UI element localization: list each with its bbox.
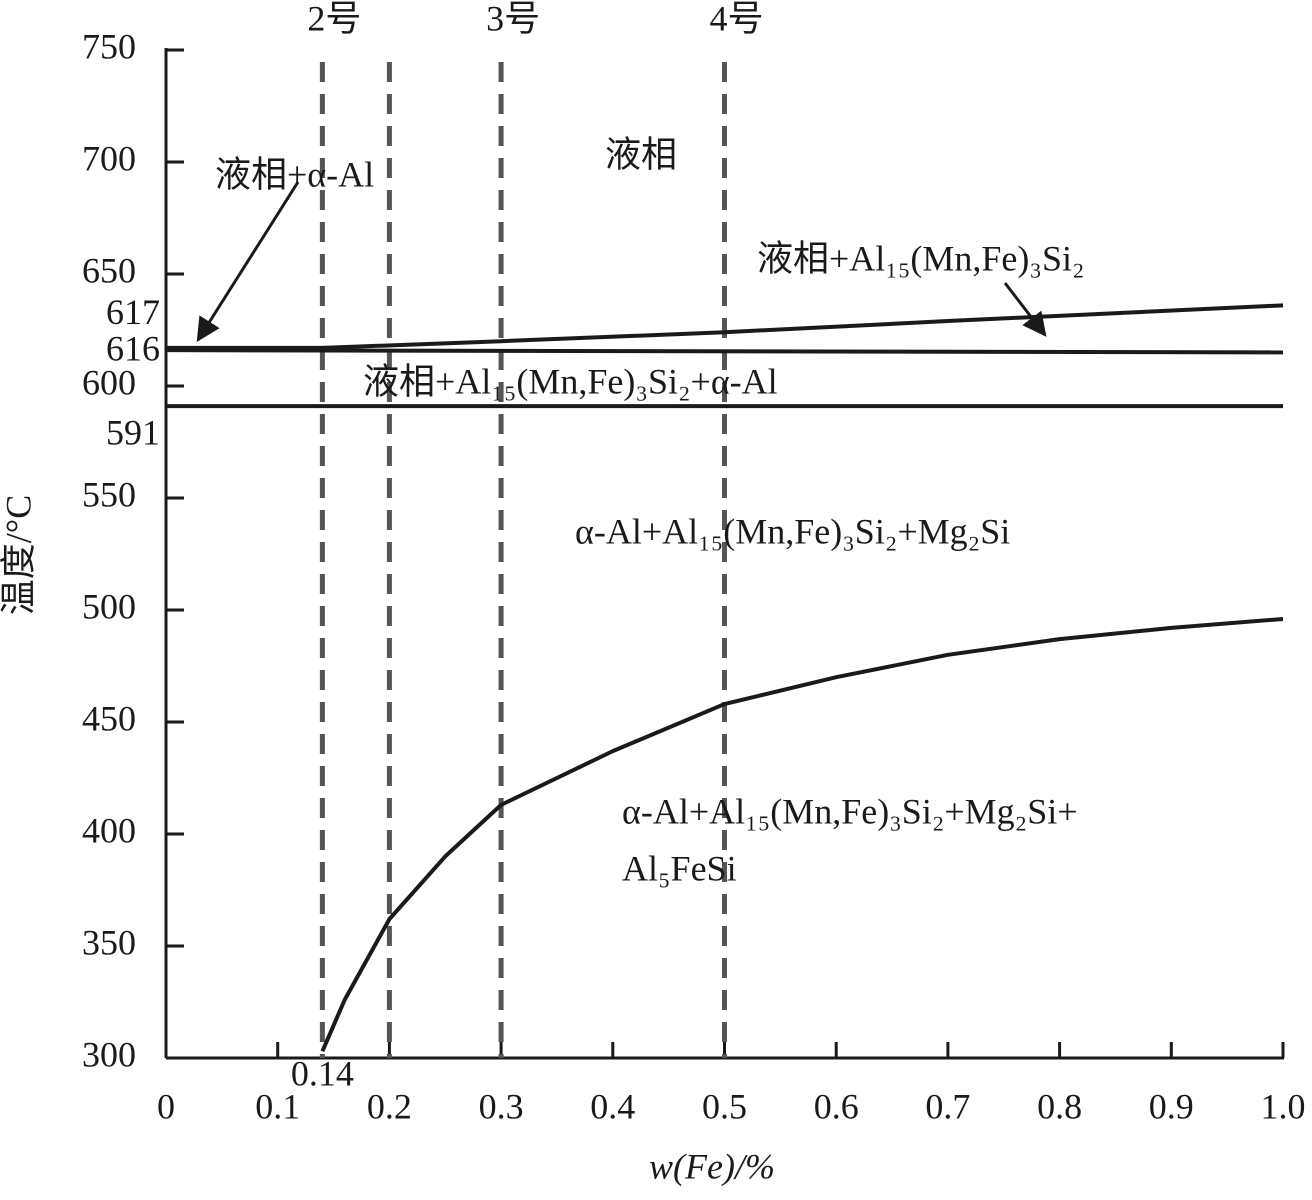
y-tick-label: 500	[82, 586, 136, 626]
x-extra-label: 0.14	[291, 1053, 354, 1093]
arrow	[196, 181, 300, 343]
region-label: 液相	[605, 134, 677, 174]
x-tick-label: 0	[157, 1086, 175, 1126]
y-tick-label: 450	[82, 698, 136, 738]
x-tick-label: 0.5	[702, 1086, 747, 1126]
region-label: 液相+α-Al	[215, 154, 374, 194]
composition-label: 3号	[486, 0, 540, 38]
y-extra-label: 617	[106, 292, 160, 332]
y-tick-label: 300	[82, 1034, 136, 1074]
phase-line	[166, 303, 1284, 350]
composition-label: 4号	[709, 0, 763, 38]
region-label: 液相+Al₁₅(Mn,Fe)₃Si₂	[757, 238, 1085, 278]
region-label: α-Al+Al₁₅(Mn,Fe)₃Si₂+Mg₂Si+	[622, 791, 1078, 831]
phase-line	[165, 348, 1284, 355]
x-tick-label: 0.3	[479, 1086, 524, 1126]
region-label: Al₅FeSi	[622, 848, 737, 888]
y-tick-label: 350	[82, 922, 136, 962]
x-tick-label: 0.2	[367, 1086, 412, 1126]
x-tick-label: 0.1	[255, 1086, 300, 1126]
x-tick-label: 0.4	[590, 1086, 635, 1126]
y-tick-label: 400	[82, 810, 136, 850]
x-tick-label: 0.6	[814, 1086, 859, 1126]
x-tick-label: 0.8	[1037, 1086, 1082, 1126]
y-tick-label: 700	[82, 138, 136, 178]
x-axis-label: w(Fe)/%	[649, 1146, 775, 1186]
region-label: α-Al+Al₁₅(Mn,Fe)₃Si₂+Mg₂Si	[575, 511, 1010, 551]
y-axis-label: 温度/°C	[0, 495, 38, 615]
y-tick-label: 750	[82, 26, 136, 66]
y-extra-label: 591	[106, 412, 160, 452]
x-tick-label: 1.0	[1261, 1086, 1306, 1126]
y-tick-label: 550	[82, 474, 136, 514]
phase-line	[320, 616, 1284, 1053]
y-tick-label: 650	[82, 250, 136, 290]
y-extra-label: 616	[106, 328, 160, 368]
arrow	[1003, 282, 1047, 337]
x-tick-label: 0.7	[925, 1086, 970, 1126]
x-tick-label: 0.9	[1149, 1086, 1194, 1126]
region-label: 液相+Al₁₅(Mn,Fe)₃Si₂+α-Al	[363, 361, 778, 401]
y-tick-label: 600	[82, 362, 136, 402]
composition-label: 2号	[307, 0, 361, 38]
